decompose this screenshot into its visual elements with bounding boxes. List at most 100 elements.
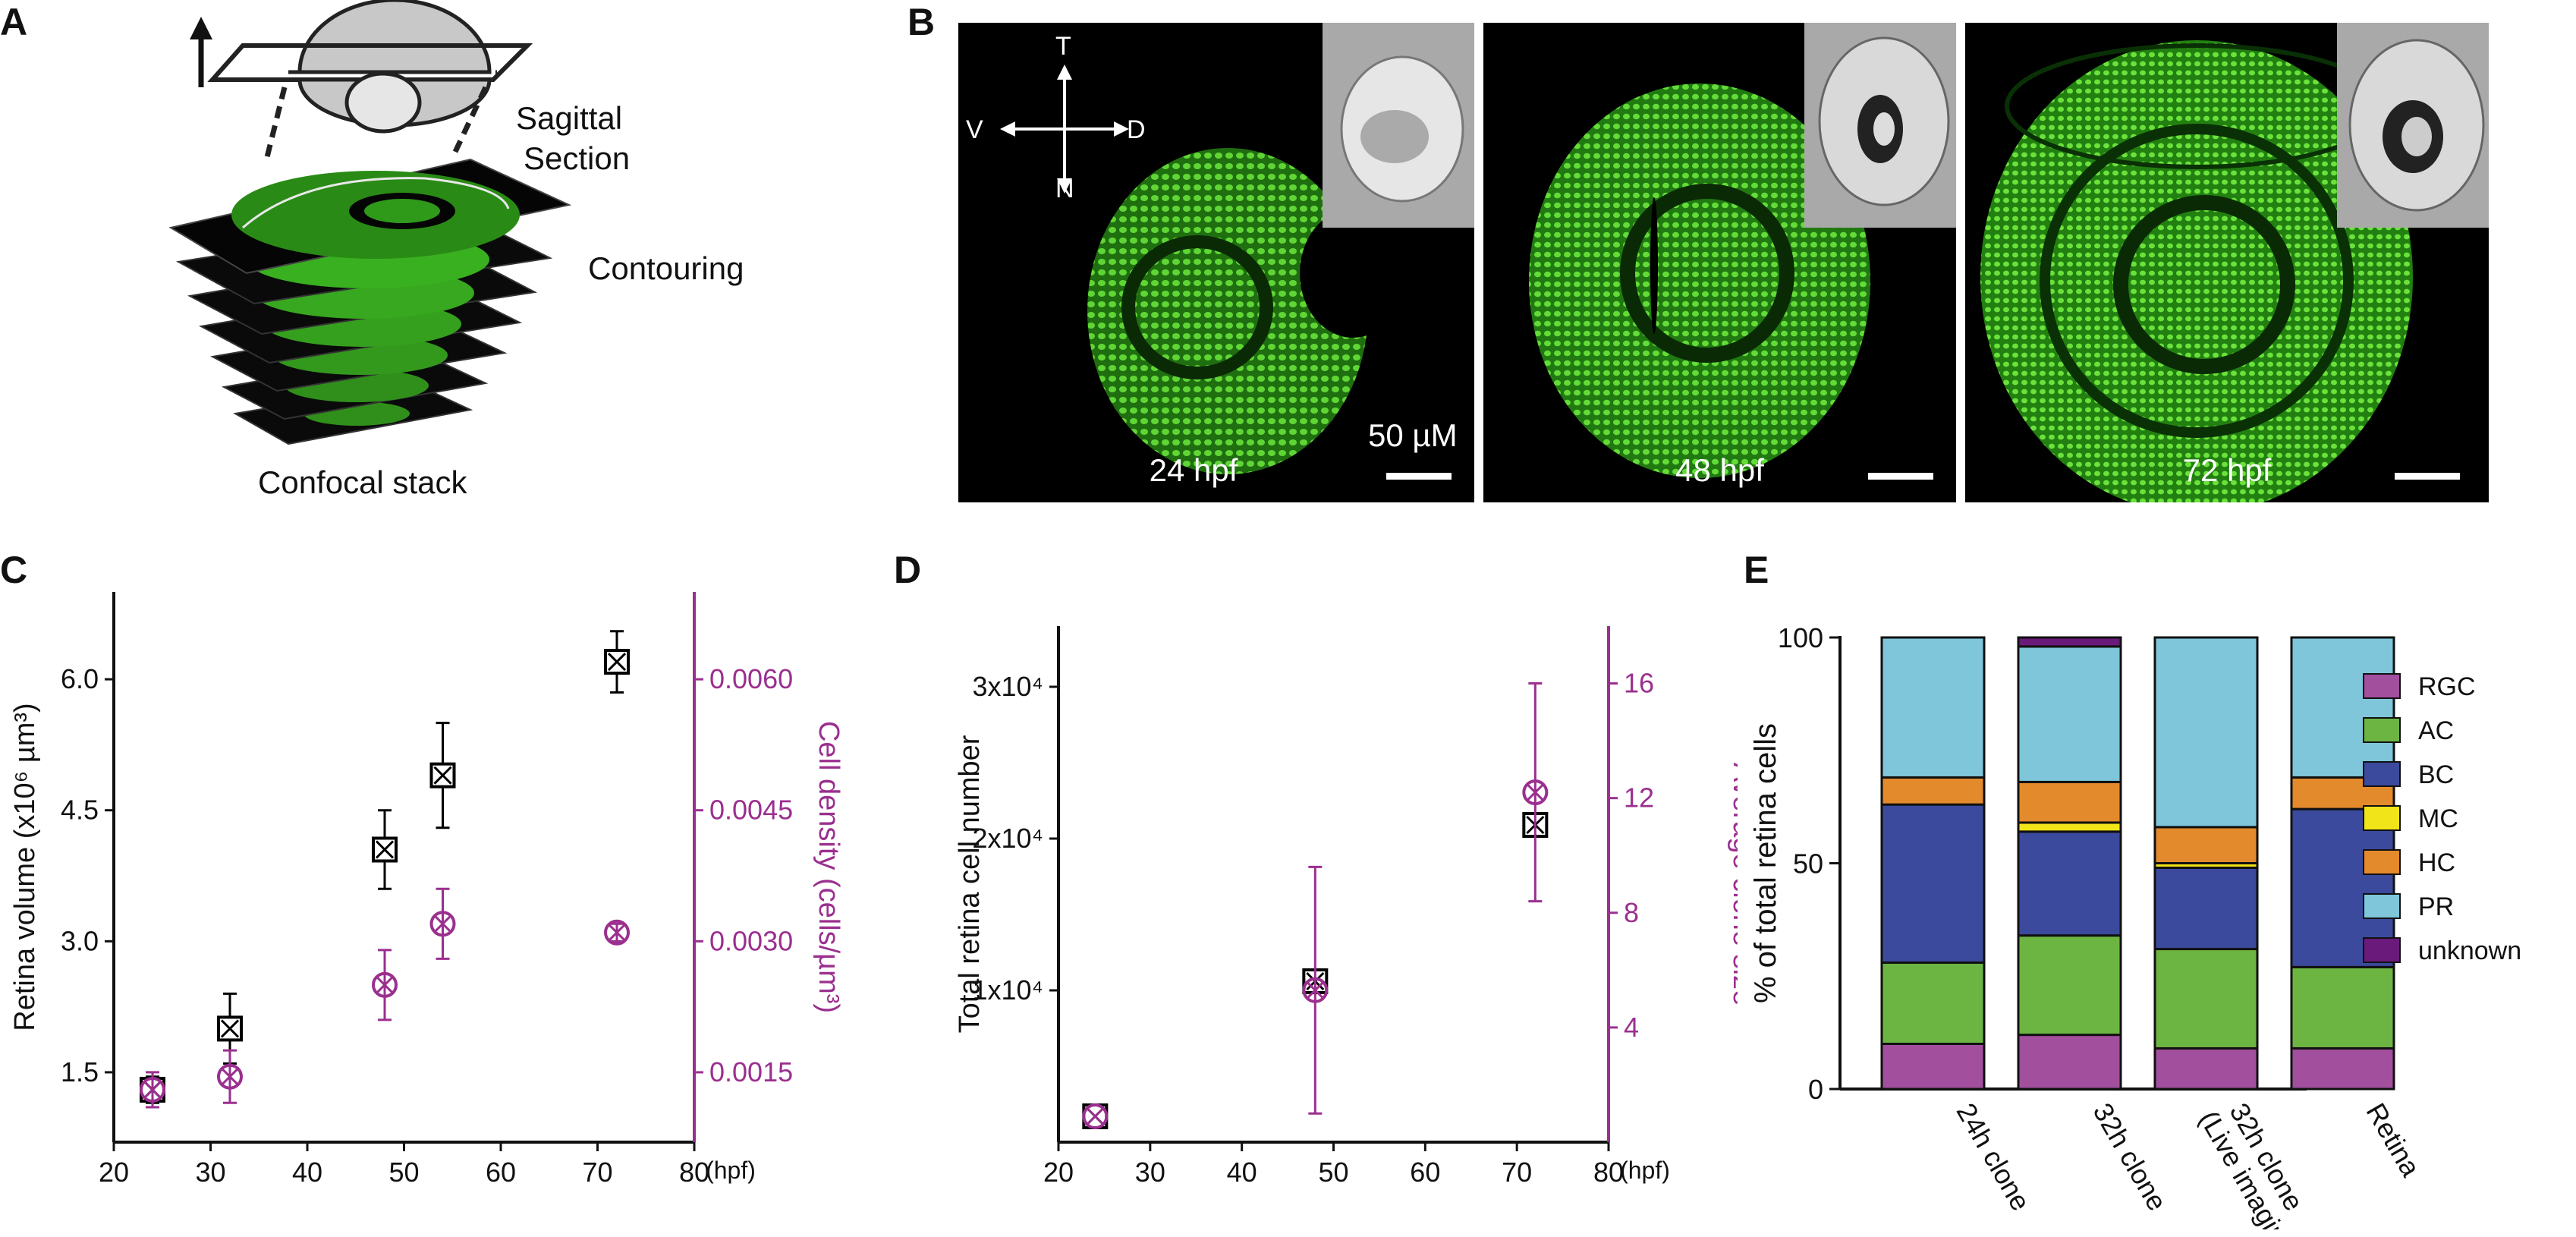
up-arrow-icon	[190, 17, 212, 87]
y-left-tick-label: 3x10⁴	[972, 671, 1043, 702]
x-tick-label: 20	[1043, 1157, 1074, 1188]
bar-segment-rgc	[2290, 1047, 2395, 1091]
data-point-circle	[604, 919, 630, 946]
y-right-tick-label: 8	[1624, 897, 1639, 928]
label-section: Section	[524, 140, 631, 176]
section-plane	[207, 43, 533, 82]
x-tick-label: 20	[99, 1157, 129, 1188]
data-point-cross	[375, 840, 395, 859]
x-tick-label: 70	[582, 1157, 612, 1188]
x-tick-label: 80	[679, 1157, 709, 1188]
panel-a-schematic	[168, 0, 572, 445]
label-contouring: Contouring	[588, 250, 744, 286]
micrograph-48hpf: 48 hpf	[1483, 23, 1956, 502]
y-tick-label: 0	[1808, 1074, 1823, 1105]
x-tick-label: 30	[195, 1157, 225, 1188]
data-point-circle	[217, 1063, 243, 1090]
data-point-cross	[433, 914, 452, 933]
legend-swatch-bc	[2363, 761, 2401, 787]
x-tick-label: 40	[1227, 1157, 1257, 1188]
bar-segment-ac	[2290, 965, 2395, 1050]
data-point-circle	[429, 911, 456, 937]
legend-label: RGC	[2418, 672, 2476, 701]
3d-model-inset-72hpf	[2337, 23, 2489, 228]
x-tick-label: 50	[1318, 1157, 1348, 1188]
compass-label-d: D	[1127, 115, 1146, 144]
retina-24hpf-image	[1087, 148, 1406, 474]
label-confocal-stack: Confocal stack	[258, 464, 467, 500]
data-point-cross	[375, 975, 395, 994]
scale-bar	[2395, 473, 2460, 480]
panel-letter-a: A	[0, 1, 28, 43]
legend-swatch-mc	[2363, 805, 2401, 831]
y-axis-title: % of total retina cells	[1749, 723, 1782, 1003]
x-tick-label: 50	[388, 1157, 419, 1188]
bar-segment-hc	[2017, 780, 2122, 824]
3d-model-inset-24hpf	[1323, 23, 1474, 228]
compass-label-t: T	[1055, 32, 1071, 61]
data-point-cross	[220, 1067, 240, 1086]
bar-segment-rgc	[1880, 1043, 1986, 1091]
legend-swatch-hc	[2363, 849, 2401, 875]
x-tick-label: 70	[1502, 1157, 1532, 1188]
data-point-cross	[1306, 980, 1325, 999]
data-point-cross	[143, 1080, 162, 1100]
y-right-axis-title: Cell density (cells/µm³)	[813, 721, 845, 1013]
chart-c-volume-density: 20 30 40 50 60 70 80(hpf) 1.5 3.0 4.5 6.0 0.0015 0.0…	[9, 592, 845, 1188]
bar-segment-bc	[2153, 866, 2259, 951]
confocal-stack	[168, 158, 572, 445]
label-sagittal: Sagittal	[516, 100, 623, 136]
data-point-cross	[220, 1019, 240, 1038]
bar-segment-pr	[2153, 636, 2259, 829]
compass-label-v: V	[966, 115, 983, 144]
y-left-tick-label: 4.5	[61, 795, 99, 826]
y-tick-label: 100	[1778, 622, 1823, 653]
panel-letter-c: C	[0, 549, 28, 591]
x-tick-label: 40	[292, 1157, 322, 1188]
orientation-compass-icon	[1000, 65, 1129, 194]
data-point-cross	[1526, 783, 1545, 802]
lens-shape	[344, 71, 422, 134]
bar-segment-pr	[2017, 645, 2122, 783]
bar-segment-pr	[1880, 636, 1986, 779]
y-right-tick-label: 12	[1624, 782, 1654, 814]
data-point-circle	[1522, 779, 1549, 806]
x-category-label: 32h clone	[2087, 1098, 2174, 1217]
bar-segment-ac	[1880, 961, 1986, 1045]
x-tick-label: 30	[1135, 1157, 1165, 1188]
y-right-tick-label: 16	[1624, 668, 1654, 699]
legend-swatch-pr	[2363, 893, 2401, 919]
legend-label: unknown	[2418, 936, 2521, 965]
data-point-cross	[607, 653, 627, 672]
x-category-label: Retina	[2361, 1098, 2427, 1182]
legend-label: HC	[2418, 848, 2455, 877]
bar-segment-rgc	[2017, 1034, 2122, 1091]
legend-swatch-unknown	[2363, 937, 2401, 963]
legend-label: AC	[2418, 716, 2454, 745]
bar-segment-unknown	[2017, 636, 2122, 648]
legend-label: PR	[2418, 892, 2454, 921]
micrograph-label: 72 hpf	[2182, 452, 2272, 488]
bar-segment-rgc	[2153, 1047, 2259, 1091]
bar-segment-hc	[1880, 776, 1986, 806]
micrograph-24hpf: T N V D 50 µM 24 hpf	[958, 23, 1474, 502]
y-left-tick-label: 6.0	[61, 663, 99, 694]
micrograph-label: 48 hpf	[1675, 452, 1764, 488]
x-tick-label: 60	[486, 1157, 516, 1188]
retina-72hpf-image	[1980, 40, 2413, 502]
y-right-axis-title: Average clone size	[1727, 763, 1738, 1006]
legend-swatch-rgc	[2363, 673, 2401, 699]
y-left-axis-title: Retina volume (x10⁶ µm³)	[9, 703, 41, 1031]
legend-label: BC	[2418, 760, 2454, 789]
panel-letter-e: E	[1744, 549, 1769, 591]
data-point-circle	[372, 971, 398, 998]
bar-segment-bc	[1880, 803, 1986, 964]
bar-segment-ac	[2153, 948, 2259, 1050]
y-left-tick-label: 1.5	[61, 1056, 99, 1087]
x-tick-label: 80	[1593, 1157, 1624, 1188]
scale-bar	[1386, 473, 1452, 480]
micrograph-label: 24 hpf	[1149, 452, 1238, 488]
compass-label-n: N	[1055, 175, 1074, 203]
data-point-circle	[1302, 977, 1329, 1003]
legend-label: MC	[2418, 804, 2458, 833]
